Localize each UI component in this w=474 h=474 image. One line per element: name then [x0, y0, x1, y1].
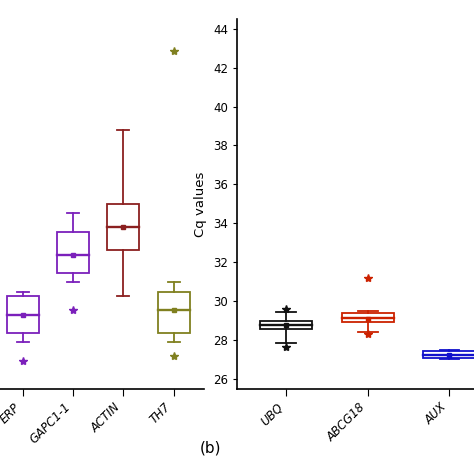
Bar [57, 232, 89, 273]
Text: (b): (b) [200, 440, 222, 455]
Bar [157, 292, 190, 333]
Y-axis label: Cq values: Cq values [194, 171, 208, 237]
Bar [107, 204, 139, 250]
Bar [423, 351, 474, 357]
Bar [7, 296, 39, 333]
Bar [260, 320, 312, 329]
Bar [342, 313, 394, 321]
